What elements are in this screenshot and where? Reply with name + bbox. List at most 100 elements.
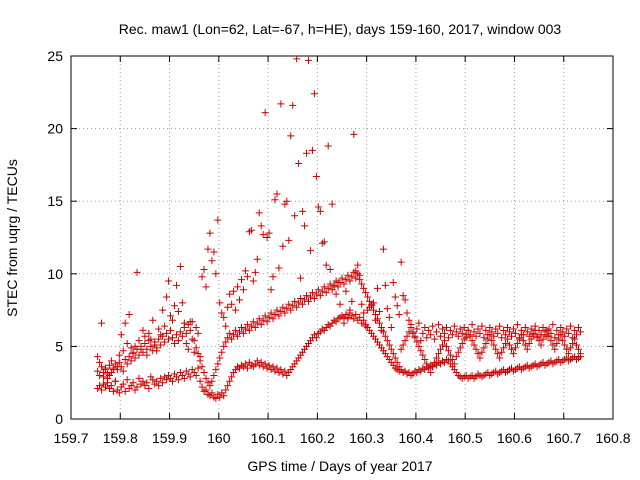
- data-point: [297, 294, 305, 302]
- data-point: [312, 290, 320, 298]
- data-point: [301, 296, 309, 304]
- y-axis-label: STEC from uqrg / TECUs: [4, 159, 20, 317]
- data-point: [196, 353, 204, 361]
- data-point: [427, 369, 435, 377]
- data-point: [573, 331, 581, 339]
- data-point: [212, 395, 220, 403]
- data-point: [247, 226, 255, 234]
- data-point: [561, 341, 569, 349]
- data-point: [375, 319, 383, 327]
- data-point: [113, 363, 121, 371]
- x-tick-label: 160.3: [349, 430, 384, 446]
- data-point: [194, 329, 202, 337]
- data-point: [484, 331, 492, 339]
- data-point: [212, 270, 220, 278]
- data-point: [342, 276, 350, 284]
- data-point: [226, 329, 234, 337]
- data-point: [423, 360, 431, 368]
- data-point: [241, 360, 249, 368]
- data-point: [293, 55, 301, 63]
- data-point: [228, 300, 236, 308]
- data-point: [551, 345, 559, 353]
- data-point: [437, 345, 445, 353]
- data-point: [549, 341, 557, 349]
- data-point: [192, 344, 200, 352]
- data-point: [440, 337, 448, 345]
- data-point: [220, 392, 228, 400]
- data-point: [531, 322, 539, 330]
- data-point: [200, 369, 208, 377]
- data-point: [190, 348, 198, 356]
- data-point: [306, 293, 314, 301]
- data-point: [324, 142, 332, 150]
- data-point: [147, 342, 155, 350]
- data-point: [206, 229, 214, 237]
- data-point: [212, 366, 220, 374]
- data-point: [101, 383, 109, 391]
- x-tick-label: 160.4: [398, 430, 433, 446]
- data-point: [208, 377, 216, 385]
- data-point: [243, 273, 251, 281]
- data-point: [476, 354, 484, 362]
- data-point: [470, 341, 478, 349]
- data-point: [506, 341, 514, 349]
- data-point: [96, 358, 104, 366]
- data-point: [281, 367, 289, 375]
- data-point: [236, 328, 244, 336]
- x-axis: 159.7 159.8 159.9 160 160.1 160.2 160.3 160.4 16…: [53, 56, 631, 446]
- data-point: [119, 380, 127, 388]
- data-point: [214, 360, 222, 368]
- data-point: [259, 231, 267, 239]
- data-point: [370, 299, 378, 307]
- data-point: [454, 332, 462, 340]
- data-point: [480, 344, 488, 352]
- data-point: [306, 247, 314, 255]
- data-point: [214, 216, 222, 224]
- data-point: [519, 331, 527, 339]
- data-point: [490, 332, 498, 340]
- data-point: [372, 316, 380, 324]
- data-point: [539, 335, 547, 343]
- data-point: [474, 325, 482, 333]
- data-point: [271, 196, 279, 204]
- data-point: [155, 382, 163, 390]
- data-point: [139, 377, 147, 385]
- data-point: [393, 358, 401, 366]
- data-point: [381, 332, 389, 340]
- data-point: [125, 353, 133, 361]
- data-point: [423, 334, 431, 342]
- data-point: [448, 331, 456, 339]
- data-point: [119, 367, 127, 375]
- data-point: [500, 326, 508, 334]
- data-point: [224, 303, 232, 311]
- data-point: [383, 305, 391, 313]
- data-point: [338, 274, 346, 282]
- data-point: [121, 387, 129, 395]
- data-point: [474, 350, 482, 358]
- data-point: [431, 358, 439, 366]
- data-point: [559, 337, 567, 345]
- data-point: [338, 312, 346, 320]
- data-point: [500, 344, 508, 352]
- data-point: [358, 300, 366, 308]
- data-point: [303, 149, 311, 157]
- data-point: [226, 377, 234, 385]
- data-point: [277, 308, 285, 316]
- data-point: [115, 351, 123, 359]
- data-point: [346, 277, 354, 285]
- data-point: [149, 376, 157, 384]
- data-point: [504, 324, 512, 332]
- data-point: [389, 279, 397, 287]
- data-point: [194, 364, 202, 372]
- data-point: [289, 101, 297, 109]
- data-point: [285, 236, 293, 244]
- data-point: [340, 280, 348, 288]
- data-point: [275, 264, 283, 272]
- data-point: [216, 393, 224, 401]
- data-point: [444, 347, 452, 355]
- data-point: [533, 334, 541, 342]
- data-point: [332, 290, 340, 298]
- data-point: [385, 313, 393, 321]
- data-point: [169, 377, 177, 385]
- data-point: [123, 376, 131, 384]
